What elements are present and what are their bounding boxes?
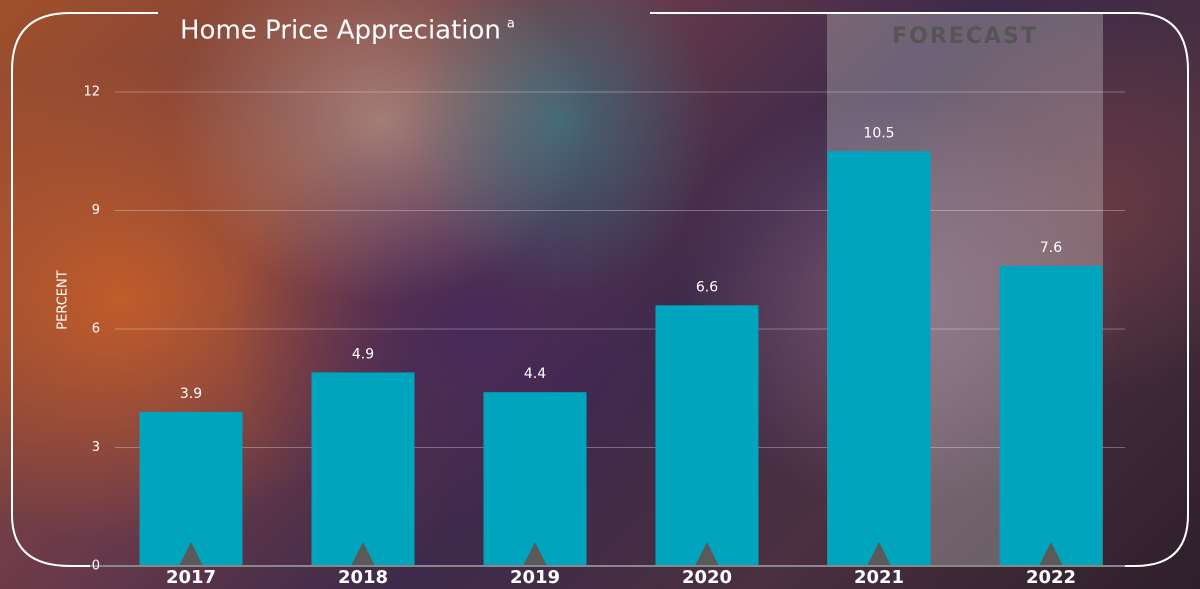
y-tick-label: 12 (83, 85, 100, 100)
y-tick-label: 6 (92, 322, 100, 337)
frame-left (11, 12, 158, 567)
bar (139, 411, 243, 566)
x-tick-label: 2019 (510, 567, 560, 588)
chart-title: Home Price Appreciation (180, 16, 501, 46)
forecast-label: FORECAST (892, 24, 1038, 49)
y-axis-label: PERCENT (56, 270, 71, 329)
bar (311, 372, 415, 566)
x-tick-label: 2017 (166, 567, 216, 588)
title-note: a (507, 17, 515, 32)
x-tick-label: 2020 (682, 567, 732, 588)
y-tick-label: 3 (92, 440, 100, 455)
value-label: 4.9 (352, 346, 374, 362)
value-label: 3.9 (180, 386, 202, 402)
y-tick-label: 9 (92, 203, 100, 218)
bar-marker (351, 542, 375, 566)
y-tick-label: 0 (92, 559, 100, 574)
bar-marker (1039, 542, 1063, 566)
bar-marker (179, 542, 203, 566)
value-label: 10.5 (863, 125, 894, 141)
x-tick-label: 2018 (338, 567, 388, 588)
x-tick-label: 2021 (854, 567, 904, 588)
bar (999, 265, 1103, 566)
frame (11, 12, 1189, 567)
x-tick-label: 2022 (1026, 567, 1076, 588)
frame-right (650, 12, 1189, 567)
value-label: 7.6 (1040, 240, 1062, 256)
bar (655, 305, 759, 566)
bar (827, 151, 931, 566)
bar-marker (867, 542, 891, 566)
bar (483, 392, 587, 566)
value-label: 4.4 (524, 366, 546, 382)
bar-marker (523, 542, 547, 566)
bar-marker (695, 542, 719, 566)
value-label: 6.6 (696, 279, 718, 295)
